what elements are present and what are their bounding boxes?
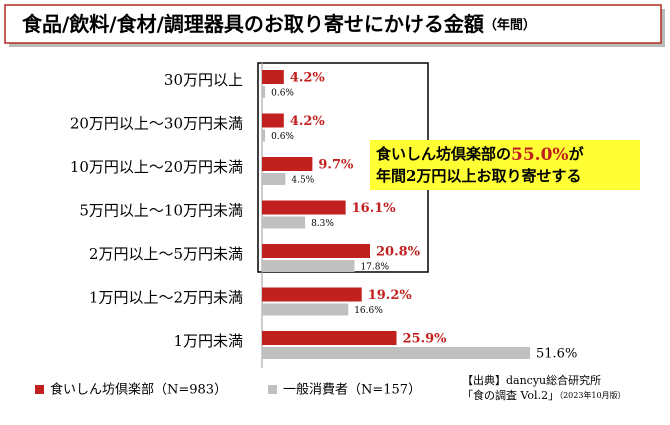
value-label: 20.8% (376, 245, 421, 260)
annotation-text: 食いしん坊倶楽部の (376, 145, 511, 163)
bar (262, 70, 284, 84)
source: 【出典】dancyu総合研究所 (462, 373, 601, 387)
value-label: 8.3% (311, 219, 334, 229)
bar (262, 200, 346, 215)
bar (262, 287, 362, 302)
bar (262, 331, 397, 345)
annotation-line2: 年間2万円以上お取り寄せする (376, 167, 581, 185)
value-label: 16.6% (354, 306, 383, 316)
bar (262, 86, 266, 98)
bar (262, 129, 266, 142)
bar (262, 113, 284, 128)
source-part: 「食の調査 Vol.2」 (462, 388, 559, 402)
bar (262, 244, 371, 258)
source-part: （2023年10月版） (559, 390, 626, 400)
y-tick-label: 1万円未満 (173, 332, 243, 350)
value-label: 19.2% (368, 288, 413, 303)
annotation-box (370, 140, 640, 190)
legend-label: 食いしん坊倶楽部（N=983） (50, 382, 227, 398)
annotation-highlight: 55.0% (511, 145, 569, 165)
y-tick-label: 30万円以上 (164, 71, 243, 89)
title-main: 食品/飲料/食材/調理器具のお取り寄せにかける金額 (22, 12, 484, 36)
value-label: 9.7% (318, 158, 354, 173)
bar (262, 157, 313, 171)
bar (262, 173, 286, 185)
value-label: 4.2% (290, 114, 326, 129)
y-tick-label: 20万円以上～30万円未満 (70, 115, 243, 133)
value-label: 0.6% (271, 132, 294, 142)
legend-swatch (268, 385, 277, 394)
value-label: 16.1% (352, 201, 397, 216)
bar (262, 347, 530, 359)
y-tick-label: 5万円以上～10万円未満 (79, 202, 243, 220)
y-tick-label: 1万円以上～2万円未満 (89, 289, 243, 307)
bar (262, 216, 306, 229)
value-label: 0.6% (271, 89, 294, 99)
title-note: （年間） (484, 17, 536, 33)
legend-label: 一般消費者（N=157） (283, 382, 421, 398)
y-tick-label: 10万円以上～20万円未満 (70, 158, 243, 176)
value-label: 17.8% (360, 263, 389, 273)
source: 「食の調査 Vol.2」（2023年10月版） (462, 388, 626, 402)
value-label: 4.5% (291, 176, 314, 186)
annotation-line1: 食いしん坊倶楽部の55.0%が (376, 145, 585, 165)
bar (262, 260, 355, 272)
bar (262, 303, 349, 316)
annotation-text: が (569, 145, 585, 163)
title-box (4, 4, 662, 44)
chart-title: 食品/飲料/食材/調理器具のお取り寄せにかける金額（年間） (22, 12, 536, 36)
value-label: 51.6% (536, 347, 577, 362)
legend-swatch (35, 385, 44, 394)
value-label: 4.2% (290, 71, 326, 86)
value-label: 25.9% (403, 332, 448, 347)
y-tick-label: 2万円以上～5万円未満 (89, 245, 243, 263)
